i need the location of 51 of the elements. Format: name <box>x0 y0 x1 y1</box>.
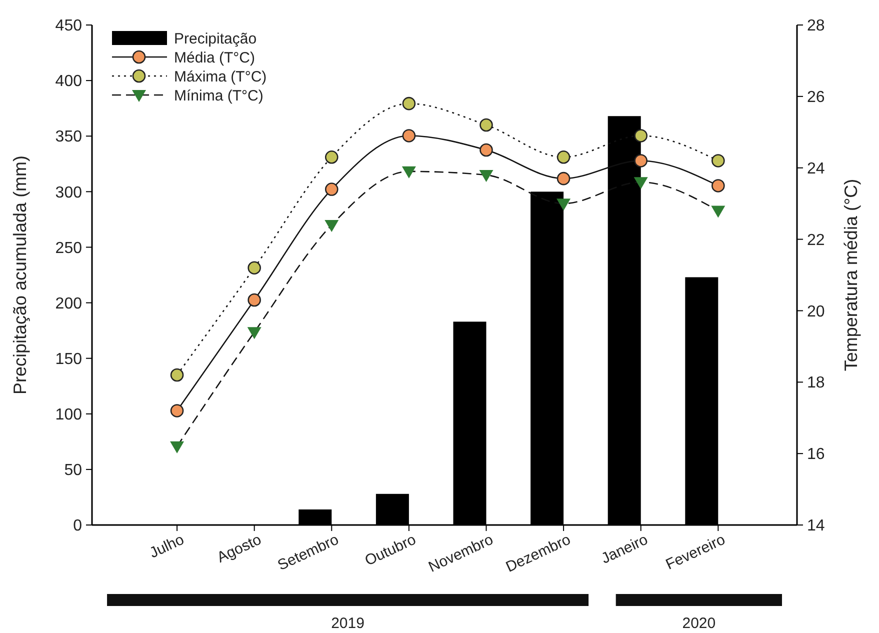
point <box>634 154 648 168</box>
y2-tick-label: 20 <box>807 303 825 320</box>
y-tick-label: 100 <box>55 406 82 424</box>
y2-tick-label: 26 <box>807 89 825 106</box>
legend-label: Média (T°C) <box>174 49 256 66</box>
legend-label: Mínima (T°C) <box>174 87 264 104</box>
x-tick-label: Julho <box>147 531 187 562</box>
point <box>170 368 184 382</box>
legend-label: Máxima (T°C) <box>174 68 267 86</box>
y-tick-label: 150 <box>55 350 82 368</box>
point <box>634 129 648 142</box>
y-tick-label: 0 <box>73 518 82 535</box>
point <box>480 143 493 157</box>
y2-tick-label: 16 <box>807 446 825 464</box>
point <box>402 129 416 142</box>
point <box>248 293 261 307</box>
legend-label: Precipitação <box>174 30 257 48</box>
point <box>479 170 494 182</box>
point <box>712 179 725 192</box>
point <box>170 404 184 418</box>
point <box>170 441 184 454</box>
y-axis-title: Precipitação acumulada (mm) <box>10 155 30 395</box>
point <box>634 177 648 190</box>
y-tick-label: 250 <box>55 240 82 257</box>
y-tick-label: 450 <box>55 18 82 35</box>
point <box>712 154 725 168</box>
y-tick-label: 400 <box>55 73 82 90</box>
point <box>556 172 570 186</box>
point <box>556 150 570 164</box>
point <box>247 327 262 340</box>
point <box>402 96 416 110</box>
point <box>711 206 726 218</box>
y2-tick-label: 14 <box>807 518 825 535</box>
y2-tick-label: 18 <box>807 374 825 392</box>
point <box>324 182 338 196</box>
y-tick-label: 300 <box>55 184 82 202</box>
point <box>324 150 338 164</box>
y2-tick-label: 24 <box>807 160 825 178</box>
y2-axis-title: Temperatura média (°C) <box>841 178 861 372</box>
text: 2020 <box>682 615 716 632</box>
y2-tick-label: 22 <box>807 232 825 249</box>
point <box>402 166 416 178</box>
y-tick-label: 350 <box>55 128 82 146</box>
point <box>480 118 493 132</box>
y2-tick-label: 28 <box>807 18 825 35</box>
y-tick-label: 50 <box>64 462 82 480</box>
point <box>556 198 571 211</box>
point <box>248 261 261 275</box>
y-tick-label: 200 <box>55 295 82 312</box>
point <box>324 220 339 232</box>
text: 2019 <box>331 615 364 632</box>
